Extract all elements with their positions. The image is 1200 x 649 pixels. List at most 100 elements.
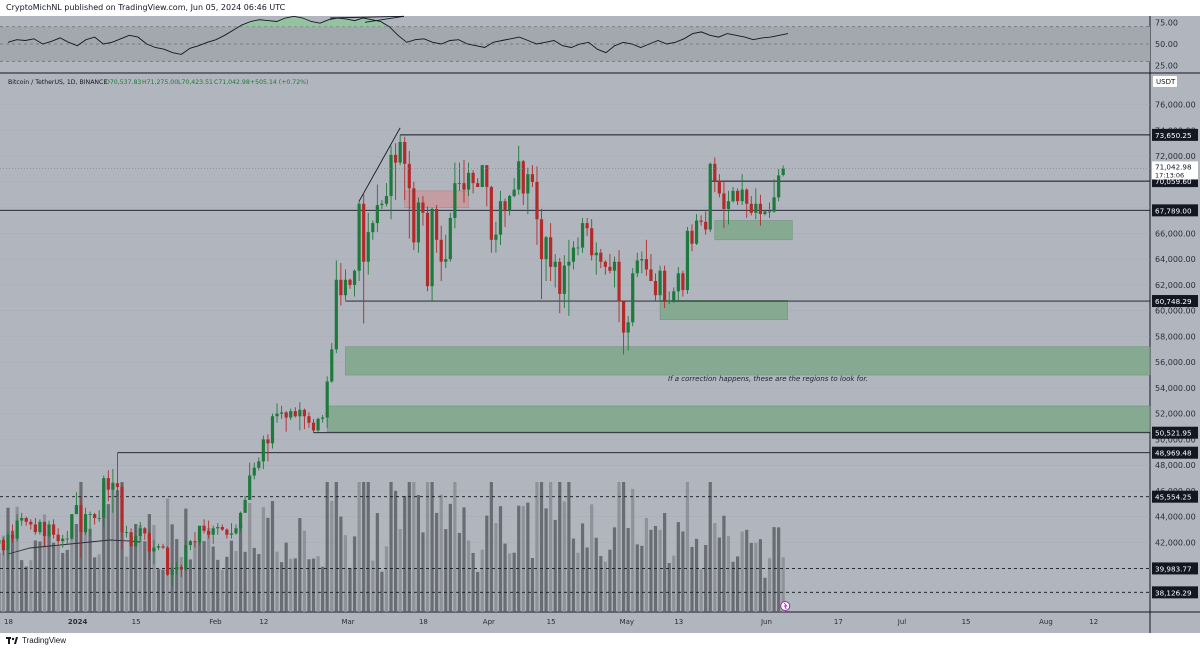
candle-body[interactable]: [521, 161, 525, 194]
candle-body[interactable]: [289, 411, 293, 418]
candle-body[interactable]: [480, 165, 484, 188]
candle-body[interactable]: [293, 411, 297, 417]
candle-body[interactable]: [170, 569, 174, 575]
candle-body[interactable]: [444, 259, 448, 262]
candle-body[interactable]: [498, 201, 503, 235]
candle-body[interactable]: [56, 534, 60, 542]
candle-body[interactable]: [307, 416, 311, 423]
candle-body[interactable]: [558, 261, 562, 294]
candle-body[interactable]: [257, 461, 261, 468]
candle-body[interactable]: [124, 532, 129, 533]
candle-body[interactable]: [439, 239, 443, 262]
candle-body[interactable]: [717, 180, 721, 194]
candle-body[interactable]: [243, 499, 247, 513]
candle-body[interactable]: [535, 181, 539, 220]
candle-body[interactable]: [220, 527, 224, 530]
candle-body[interactable]: [380, 203, 384, 206]
candle-body[interactable]: [389, 154, 393, 197]
candle-body[interactable]: [352, 270, 357, 285]
candle-body[interactable]: [635, 260, 639, 274]
candle-body[interactable]: [74, 505, 78, 515]
candle-body[interactable]: [188, 541, 192, 546]
candle-body[interactable]: [453, 183, 457, 218]
candle-body[interactable]: [343, 279, 348, 296]
candle-body[interactable]: [430, 208, 434, 287]
candle-body[interactable]: [143, 528, 147, 534]
candle-body[interactable]: [261, 439, 265, 462]
candle-body[interactable]: [47, 524, 51, 537]
candle-body[interactable]: [371, 223, 375, 233]
candle-body[interactable]: [252, 467, 256, 476]
candle-body[interactable]: [590, 228, 594, 256]
candle-body[interactable]: [52, 524, 56, 535]
candle-body[interactable]: [435, 208, 439, 240]
candle-body[interactable]: [330, 349, 334, 382]
candle-body[interactable]: [731, 190, 735, 202]
candle-body[interactable]: [225, 529, 229, 535]
candle-body[interactable]: [138, 528, 142, 537]
candle-body[interactable]: [280, 412, 284, 414]
candle-body[interactable]: [580, 223, 585, 248]
candle-body[interactable]: [398, 141, 402, 163]
candle-body[interactable]: [649, 269, 653, 282]
candle-body[interactable]: [115, 483, 120, 488]
candle-body[interactable]: [658, 270, 662, 296]
candle-body[interactable]: [79, 505, 83, 533]
candle-body[interactable]: [275, 413, 279, 417]
candle-body[interactable]: [626, 322, 630, 333]
candle-body[interactable]: [97, 517, 101, 519]
candle-body[interactable]: [749, 203, 753, 213]
candle-body[interactable]: [713, 163, 717, 181]
candle-body[interactable]: [197, 525, 202, 543]
candle-body[interactable]: [33, 524, 37, 533]
candle-body[interactable]: [722, 193, 726, 209]
support-zone[interactable]: [659, 300, 789, 320]
candle-body[interactable]: [83, 514, 88, 533]
candle-body[interactable]: [248, 475, 252, 500]
candle-body[interactable]: [207, 530, 211, 535]
candle-body[interactable]: [466, 172, 471, 190]
candle-body[interactable]: [134, 536, 138, 547]
candle-body[interactable]: [471, 172, 475, 184]
candle-body[interactable]: [617, 261, 621, 302]
candle-body[interactable]: [316, 418, 320, 431]
candle-body[interactable]: [425, 212, 430, 287]
candle-body[interactable]: [229, 533, 234, 535]
candle-body[interactable]: [193, 541, 197, 543]
candle-body[interactable]: [202, 525, 206, 531]
candle-body[interactable]: [61, 538, 65, 542]
candle-body[interactable]: [156, 546, 161, 548]
candle-body[interactable]: [754, 203, 758, 213]
candle-body[interactable]: [489, 187, 493, 240]
candle-body[interactable]: [298, 409, 302, 417]
candle-body[interactable]: [612, 261, 617, 271]
candle-body[interactable]: [10, 534, 15, 539]
candle-body[interactable]: [384, 196, 389, 204]
candle-body[interactable]: [348, 279, 352, 285]
candle-body[interactable]: [690, 230, 694, 244]
candle-body[interactable]: [175, 566, 179, 570]
candle-body[interactable]: [508, 196, 512, 211]
candle-body[interactable]: [211, 528, 215, 535]
candle-body[interactable]: [517, 161, 521, 190]
candle-body[interactable]: [38, 521, 42, 533]
candle-body[interactable]: [781, 168, 785, 175]
candle-body[interactable]: [357, 203, 361, 271]
candle-body[interactable]: [603, 261, 607, 267]
support-zone[interactable]: [326, 405, 1151, 432]
tradingview-brand[interactable]: TradingView: [22, 636, 67, 645]
candle-body[interactable]: [585, 223, 589, 229]
candle-body[interactable]: [29, 521, 33, 525]
candle-body[interactable]: [161, 546, 165, 548]
candle-body[interactable]: [622, 301, 626, 333]
candle-body[interactable]: [120, 487, 124, 533]
candle-body[interactable]: [462, 183, 466, 190]
candle-body[interactable]: [599, 252, 603, 262]
candle-body[interactable]: [758, 203, 762, 215]
candle-body[interactable]: [562, 265, 566, 294]
candle-body[interactable]: [216, 527, 220, 529]
candle-body[interactable]: [512, 189, 516, 197]
candle-body[interactable]: [457, 183, 462, 184]
candle-body[interactable]: [653, 281, 658, 296]
candle-body[interactable]: [166, 547, 170, 575]
